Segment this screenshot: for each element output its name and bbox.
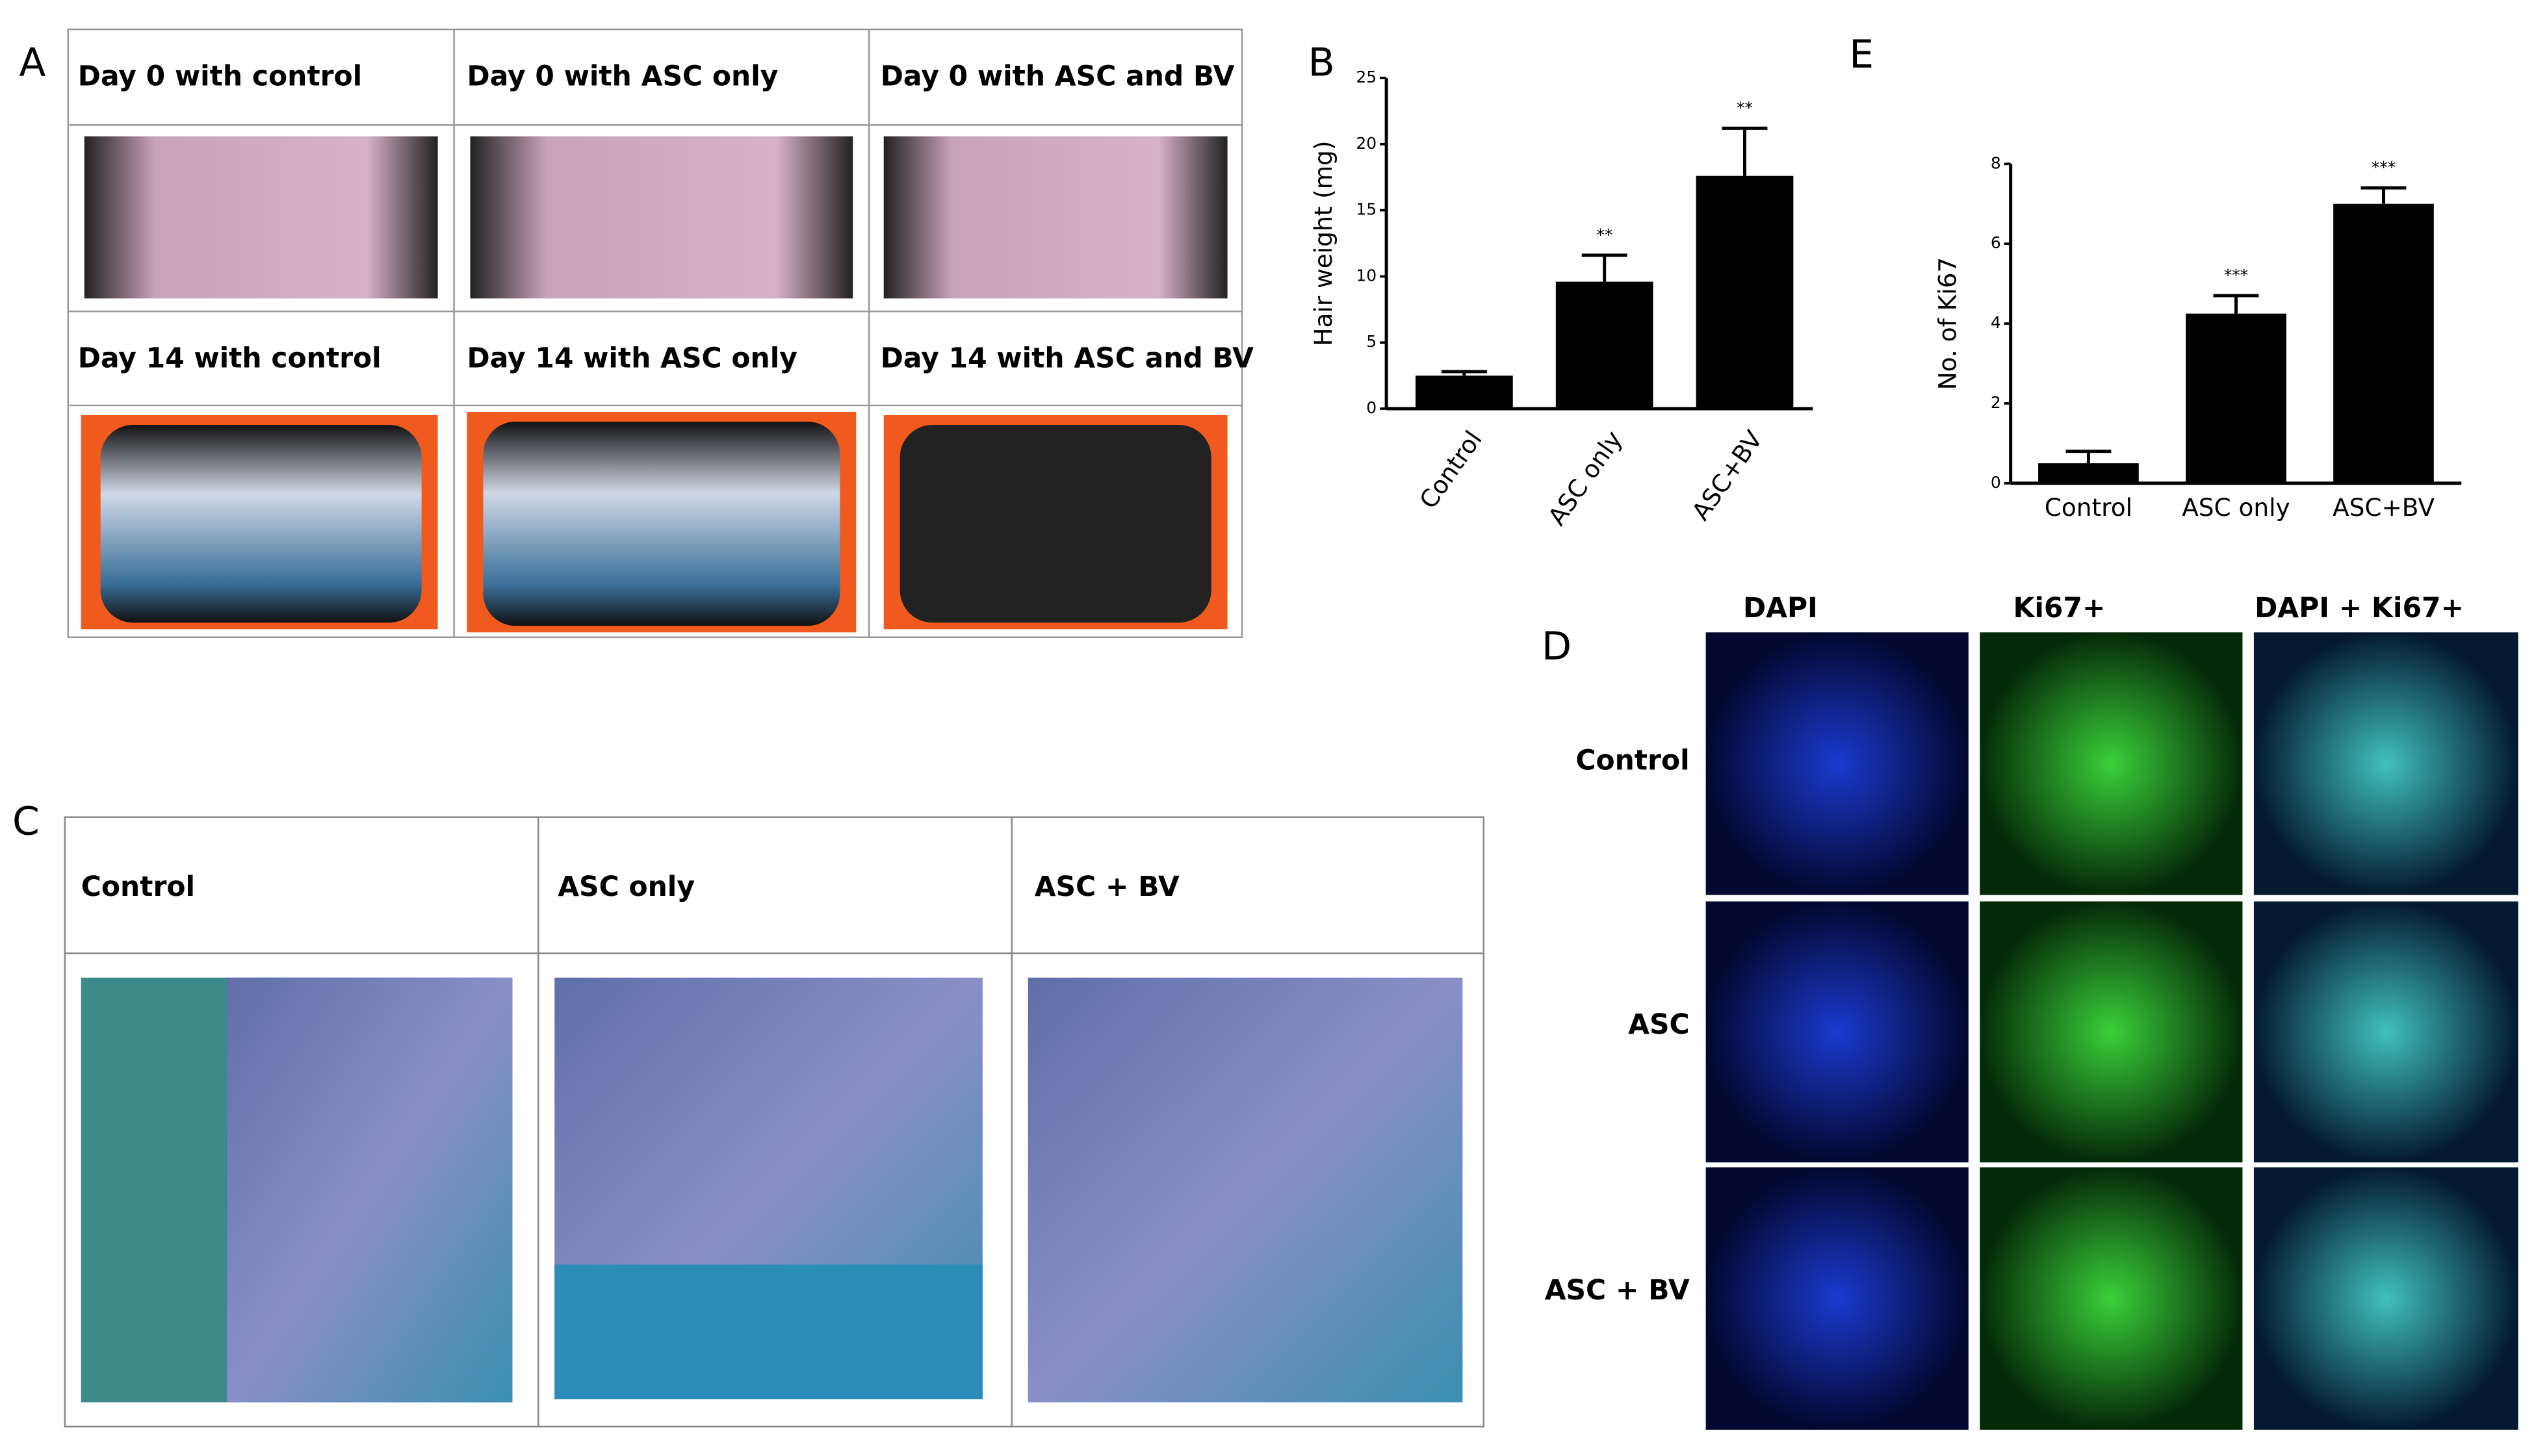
histology-photos bbox=[81, 977, 1463, 1403]
bar bbox=[2333, 203, 2434, 483]
y-tick-label: 8 bbox=[1991, 153, 2001, 172]
panel-letter: A bbox=[19, 40, 45, 86]
panel-letter: D bbox=[1542, 624, 1572, 669]
cell-label: Day 14 with control bbox=[78, 343, 382, 375]
y-tick-label: 4 bbox=[1991, 313, 2001, 332]
cell-label: Day 14 with ASC and BV bbox=[881, 343, 1254, 375]
panel-letter: C bbox=[12, 798, 40, 844]
significance: ** bbox=[1737, 98, 1753, 117]
bar bbox=[1416, 376, 1513, 409]
x-tick-label: ASC+BV bbox=[2333, 493, 2435, 522]
column-header: ASC + BV bbox=[1035, 871, 1180, 903]
column-header: ASC only bbox=[558, 871, 695, 903]
bar bbox=[2186, 313, 2286, 483]
cell-label: Day 14 with ASC only bbox=[467, 343, 797, 375]
y-tick-label: 10 bbox=[1356, 266, 1377, 285]
fluorescence-grid bbox=[1705, 632, 2518, 1430]
layout bbox=[64, 28, 2518, 1430]
panel-letter: B bbox=[1308, 40, 1335, 86]
y-axis-label: Hair weight (mg) bbox=[1309, 140, 1338, 346]
significance: ** bbox=[1596, 225, 1612, 244]
column-header: DAPI bbox=[1743, 593, 1818, 624]
bar bbox=[1696, 175, 1794, 409]
cell-label: Day 0 with ASC and BV bbox=[881, 61, 1235, 93]
y-tick-label: 5 bbox=[1366, 332, 1377, 351]
y-tick-label: 0 bbox=[1991, 473, 2001, 492]
x-tick-label: ASC+BV bbox=[1686, 426, 1768, 526]
y-tick-label: 0 bbox=[1366, 398, 1377, 417]
y-tick-label: 20 bbox=[1356, 134, 1377, 153]
y-tick-label: 25 bbox=[1356, 68, 1377, 86]
cell-label: Day 0 with ASC only bbox=[467, 61, 779, 93]
day14-photos bbox=[81, 411, 1228, 633]
x-tick-label: Control bbox=[2045, 493, 2132, 522]
column-header: Ki67+ bbox=[2013, 593, 2106, 624]
cell-label: Day 0 with control bbox=[78, 61, 362, 93]
x-tick-label: ASC only bbox=[2182, 493, 2290, 522]
bar bbox=[2038, 463, 2139, 483]
y-tick-label: 2 bbox=[1991, 393, 2001, 412]
y-tick-label: 6 bbox=[1991, 233, 2001, 252]
panel-letter: E bbox=[1849, 32, 1874, 77]
column-header: DAPI + Ki67+ bbox=[2255, 593, 2464, 624]
day0-photos bbox=[84, 136, 1228, 299]
table-lines bbox=[68, 29, 1243, 637]
x-tick-label: ASC only bbox=[1542, 426, 1628, 531]
significance: *** bbox=[2224, 266, 2248, 285]
table-lines bbox=[64, 817, 1484, 1427]
row-label: Control bbox=[1575, 745, 1689, 776]
significance: *** bbox=[2372, 158, 2396, 177]
row-label: ASC + BV bbox=[1545, 1275, 1690, 1307]
column-header: Control bbox=[81, 871, 195, 903]
row-label: ASC bbox=[1628, 1009, 1689, 1041]
x-tick-label: Control bbox=[1414, 426, 1488, 514]
bar bbox=[1555, 281, 1653, 409]
y-axis-label: No. of Ki67 bbox=[1933, 257, 1961, 390]
table-border bbox=[67, 28, 1243, 639]
table-border bbox=[64, 816, 1485, 1428]
y-tick-label: 15 bbox=[1356, 200, 1377, 219]
